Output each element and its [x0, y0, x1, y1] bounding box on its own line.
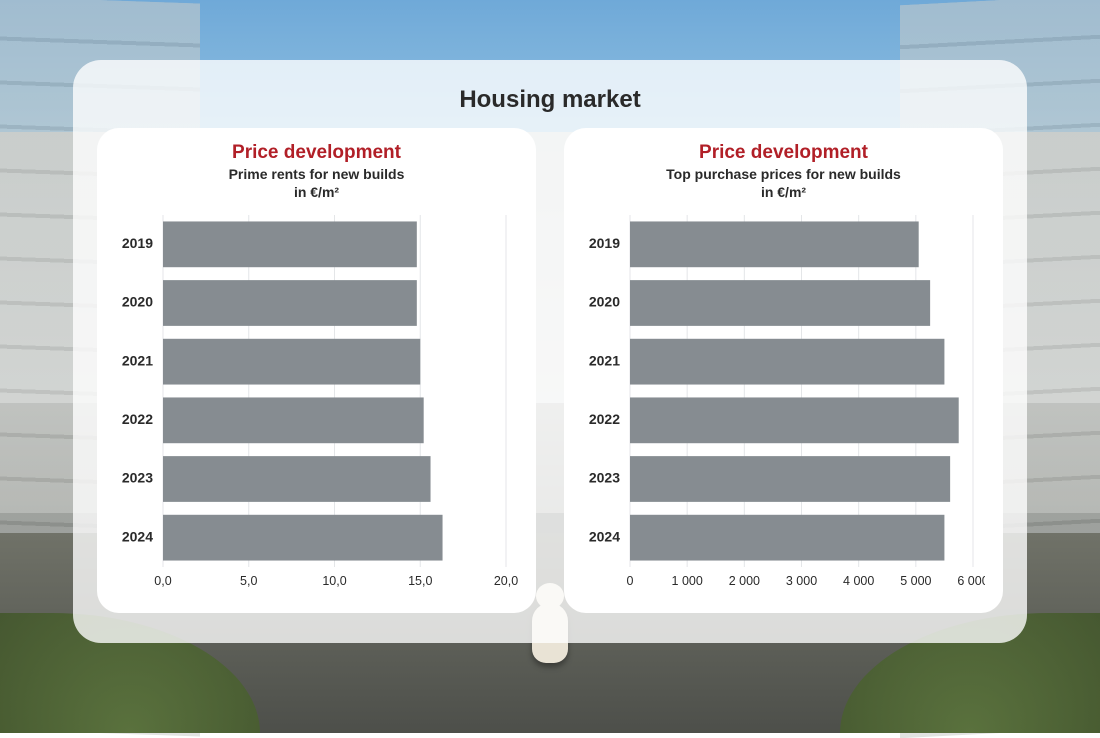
chart-bar [630, 456, 950, 502]
chart-category-label: 2021 [122, 352, 153, 368]
chart-bar [630, 221, 919, 267]
card-prices-title: Price development [582, 142, 985, 164]
panel-title: Housing market [97, 86, 1003, 114]
chart-bar [163, 456, 431, 502]
chart-category-label: 2020 [122, 294, 153, 310]
charts-row: Price development Prime rents for new bu… [97, 128, 1003, 613]
card-rents-subtitle: Prime rents for new builds [115, 166, 518, 184]
chart-category-label: 2021 [589, 352, 620, 368]
chart-category-label: 2023 [122, 470, 153, 486]
chart-category-label: 2022 [122, 411, 153, 427]
chart-category-label: 2022 [589, 411, 620, 427]
chart-x-tick: 0,0 [154, 574, 171, 588]
chart-bar [630, 280, 930, 326]
chart-x-tick: 1 000 [672, 574, 703, 588]
chart-rents: 0,0 5,0 10,0 15,0 20,0 2019 2020 2021 2022 2023 20… [115, 211, 518, 595]
chart-category-label: 2019 [122, 235, 153, 251]
chart-bar [163, 280, 417, 326]
chart-x-tick: 15,0 [408, 574, 432, 588]
chart-x-tick: 0 [627, 574, 634, 588]
chart-x-tick: 2 000 [729, 574, 760, 588]
card-rents: Price development Prime rents for new bu… [97, 128, 536, 613]
chart-x-tick: 6 000 [957, 574, 985, 588]
chart-category-label: 2024 [589, 528, 620, 544]
card-prices-unit: in €/m² [582, 184, 985, 202]
chart-x-tick: 5,0 [240, 574, 257, 588]
card-prices: Price development Top purchase prices fo… [564, 128, 1003, 613]
chart-category-label: 2024 [122, 528, 153, 544]
chart-x-tick: 4 000 [843, 574, 874, 588]
chart-bar [163, 515, 443, 561]
chart-x-tick: 5 000 [900, 574, 931, 588]
chart-bar [163, 221, 417, 267]
chart-prices: 0 1 000 2 000 3 000 4 000 5 000 6 000 2019 2020 2… [582, 211, 985, 595]
chart-x-tick: 20,0 [494, 574, 518, 588]
chart-category-label: 2023 [589, 470, 620, 486]
main-panel: Housing market Price development Prime r… [73, 60, 1027, 643]
card-prices-subtitle: Top purchase prices for new builds [582, 166, 985, 184]
chart-x-tick: 10,0 [322, 574, 346, 588]
chart-category-label: 2019 [589, 235, 620, 251]
chart-bar [630, 397, 959, 443]
chart-bar [630, 339, 944, 385]
chart-x-tick: 3 000 [786, 574, 817, 588]
chart-bar [163, 339, 420, 385]
card-rents-unit: in €/m² [115, 184, 518, 202]
chart-bar [630, 515, 944, 561]
card-rents-title: Price development [115, 142, 518, 164]
chart-category-label: 2020 [589, 294, 620, 310]
chart-bar [163, 397, 424, 443]
